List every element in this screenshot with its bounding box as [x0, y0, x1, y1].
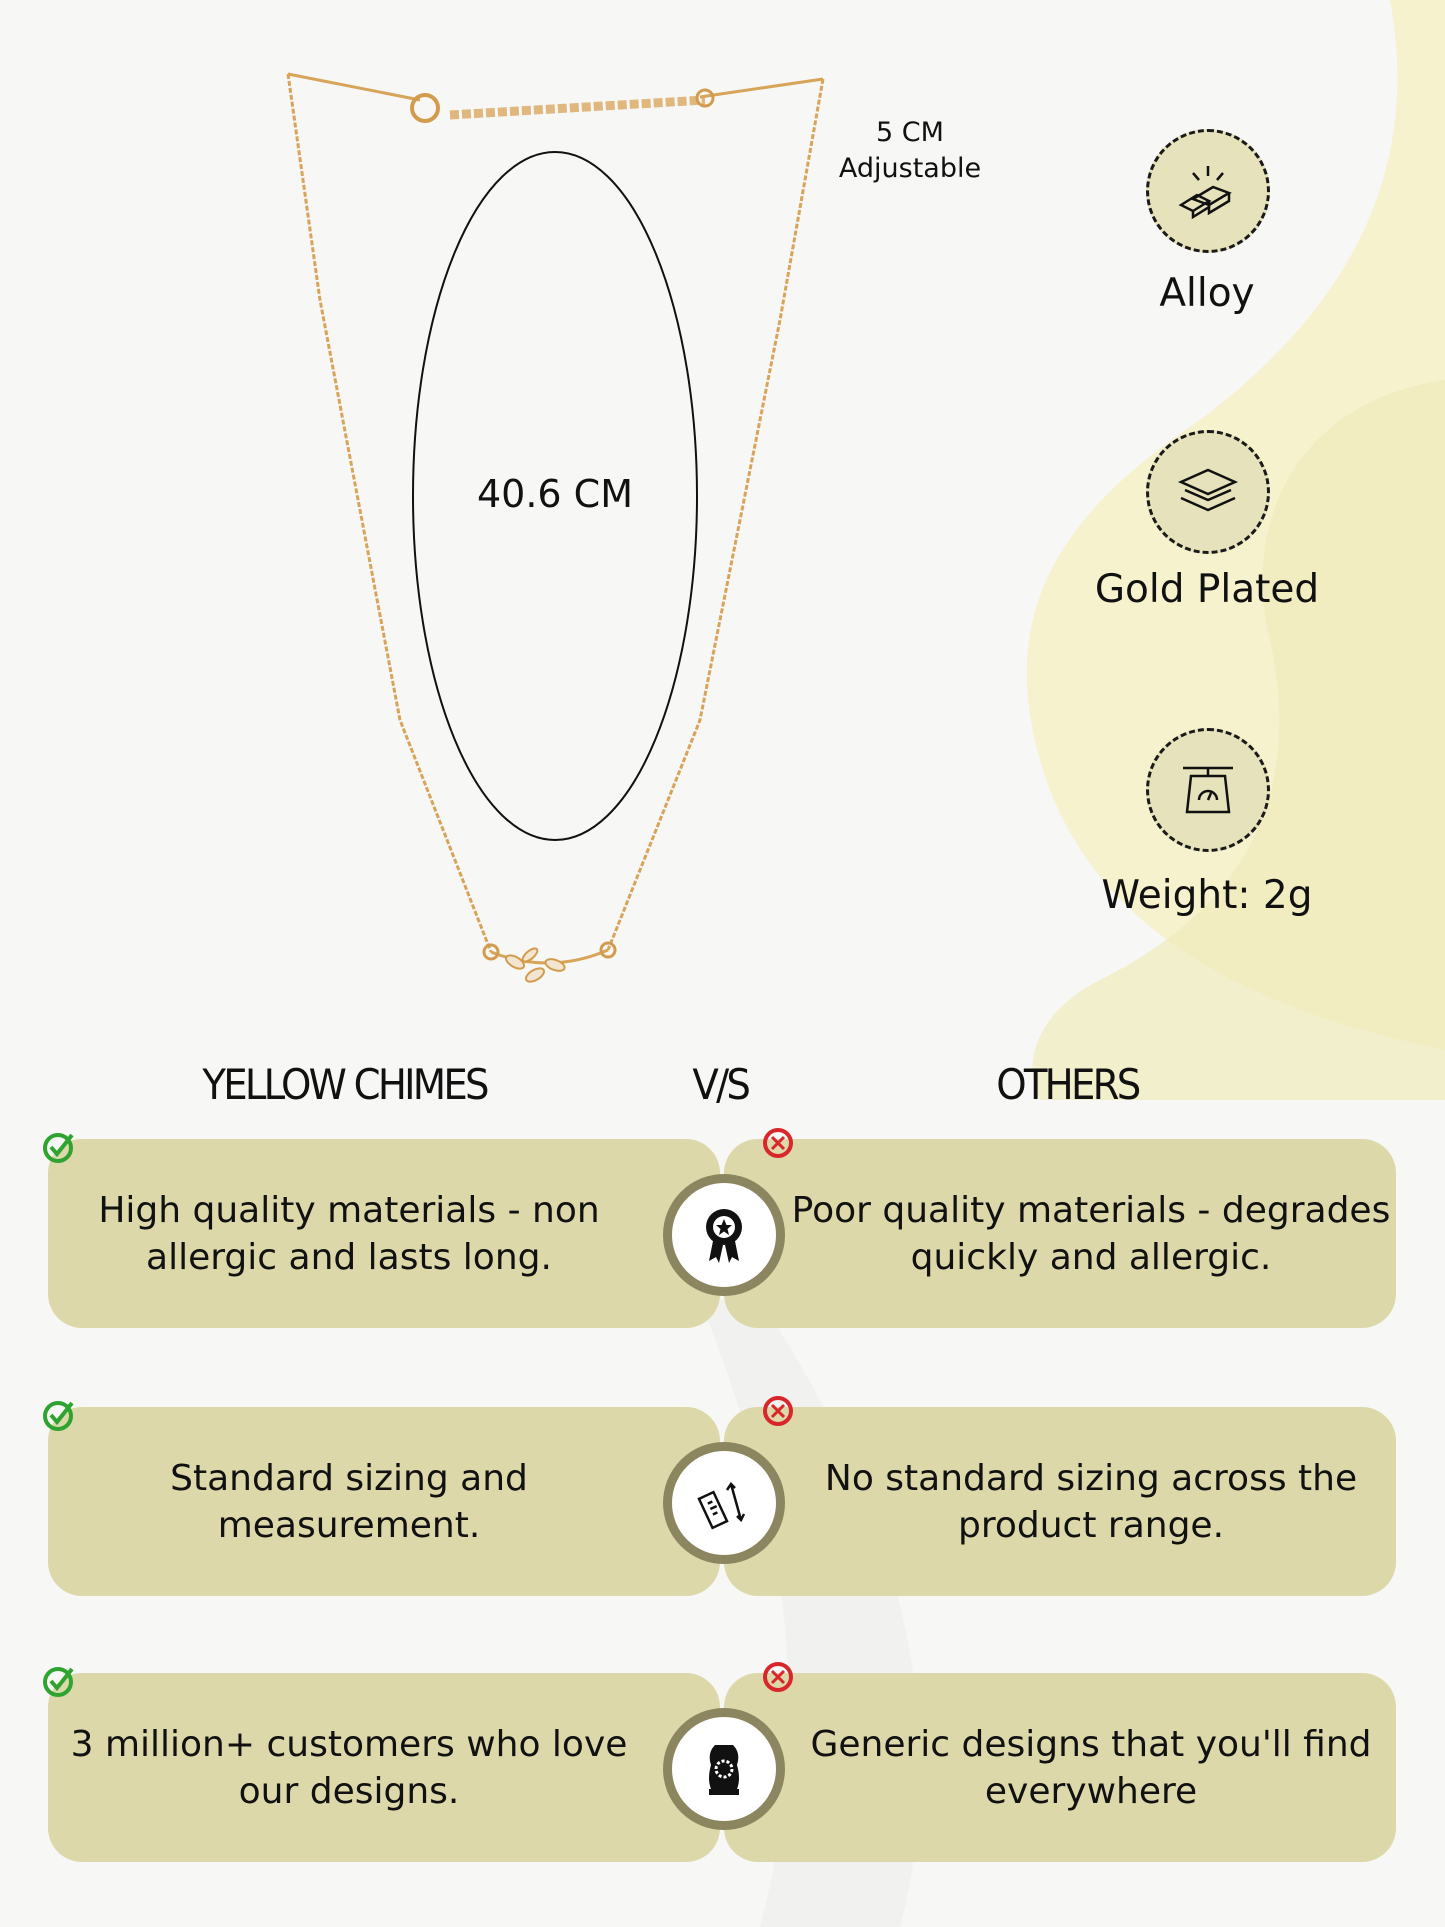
feature-label-gold-plated: Gold Plated [1094, 567, 1320, 612]
others-row-1: Poor quality materials - degrades quickl… [724, 1139, 1396, 1328]
cross-icon [763, 1662, 793, 1692]
gold-bars-icon [1146, 129, 1270, 253]
extension-adjustable: Adjustable [838, 153, 982, 184]
others-row-3: Generic designs that you'll find everywh… [724, 1673, 1396, 1862]
necklace-length-label: 40.6 CM [476, 472, 633, 516]
extension-label: 5 CM Adjustable [820, 115, 1000, 187]
heading-others: OTHERS [996, 1060, 1141, 1109]
heading-yellow-chimes: YELLOW CHIMES [202, 1060, 489, 1109]
check-icon [43, 1667, 74, 1697]
layers-icon [1146, 430, 1270, 554]
ours-row-3: 3 million+ customers who love our design… [48, 1673, 720, 1862]
ours-row-2: Standard sizing and measurement. [48, 1407, 720, 1596]
heading-vs: V/S [692, 1060, 750, 1109]
award-ribbon-icon [663, 1174, 785, 1296]
cross-icon [763, 1396, 793, 1426]
ours-row-1: High quality materials - non allergic an… [48, 1139, 720, 1328]
necklace-image [286, 72, 825, 983]
check-icon [43, 1401, 74, 1431]
extension-length: 5 CM [876, 117, 944, 148]
feature-label-alloy: Alloy [1159, 271, 1255, 316]
check-icon [43, 1133, 74, 1163]
ruler-icon [663, 1442, 785, 1564]
cross-icon [763, 1128, 793, 1158]
feature-label-weight: Weight: 2g [1101, 873, 1313, 918]
scale-icon [1146, 728, 1270, 852]
jewelry-display-icon [663, 1708, 785, 1830]
others-row-2: No standard sizing across the product ra… [724, 1407, 1396, 1596]
